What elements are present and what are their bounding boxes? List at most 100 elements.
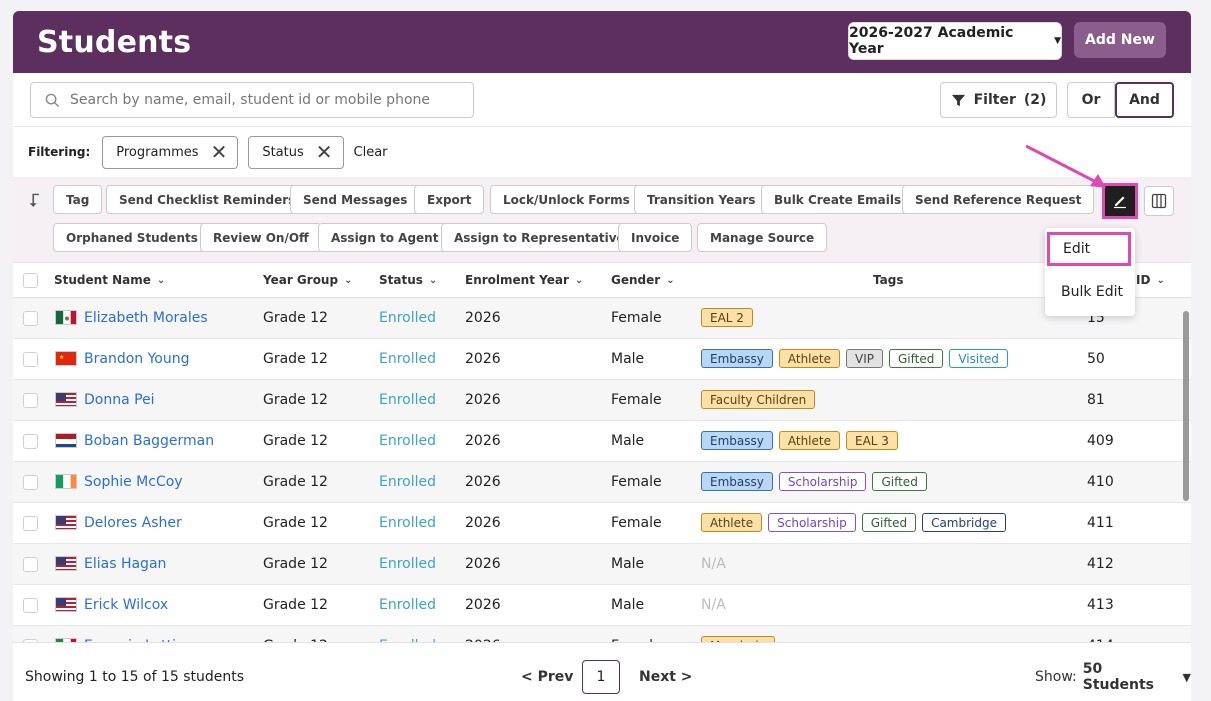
page-header: Students 2026-2027 Academic Year ▼ Add N… <box>13 11 1191 73</box>
page-size-select[interactable]: Show: 50 Students ▼ <box>1035 661 1191 693</box>
table-scrollbar[interactable] <box>1183 311 1189 501</box>
row-checkbox[interactable] <box>23 598 38 613</box>
prev-page-link[interactable]: < Prev <box>521 669 574 685</box>
row-checkbox[interactable] <box>23 311 38 326</box>
lock-unlock-forms-button[interactable]: Lock/Unlock Forms <box>490 185 643 214</box>
row-checkbox[interactable] <box>23 516 38 531</box>
close-icon[interactable]: ✕ <box>210 140 228 164</box>
student-id-cell: 50 <box>1087 351 1105 367</box>
column-status[interactable]: Status ⌄ <box>379 273 437 287</box>
filter-chip-status[interactable]: Status ✕ <box>248 135 344 169</box>
menu-item-bulk-edit[interactable]: Bulk Edit <box>1061 284 1124 300</box>
assign-to-agent-button[interactable]: Assign to Agent <box>318 223 452 252</box>
add-new-button[interactable]: Add New <box>1074 22 1166 58</box>
review-on-off-button[interactable]: Review On/Off <box>200 223 322 252</box>
student-name-link[interactable]: Sophie McCoy <box>84 474 183 490</box>
clear-filters-link[interactable]: Clear <box>353 144 388 160</box>
row-checkbox[interactable] <box>23 393 38 408</box>
send-messages-button[interactable]: Send Messages <box>290 185 421 214</box>
tag-button[interactable]: Tag <box>53 185 103 214</box>
pagination-footer: Showing 1 to 15 of 15 students < Prev 1 … <box>13 642 1191 701</box>
table-row[interactable]: Boban Baggerman Grade 12 Enrolled 2026 Male E… <box>13 421 1191 462</box>
table-row[interactable]: Elizabeth Morales Grade 12 Enrolled 2026 Fem… <box>13 298 1191 339</box>
filter-chip-programmes[interactable]: Programmes ✕ <box>102 135 239 169</box>
column-student-name[interactable]: Student Name ⌄ <box>54 273 165 287</box>
or-button[interactable]: Or <box>1067 82 1115 118</box>
year-group-cell: Grade 12 <box>263 392 328 408</box>
student-id-cell: 414 <box>1087 638 1114 642</box>
bulk-create-emails-button[interactable]: Bulk Create Emails <box>761 185 915 214</box>
table-row[interactable]: Erick Wilcox Grade 12 Enrolled 2026 Male N/A 4… <box>13 585 1191 626</box>
menu-item-edit[interactable]: Edit <box>1047 232 1131 266</box>
tag-badge: Athlete <box>778 431 840 450</box>
next-page-link[interactable]: Next > <box>639 669 693 685</box>
and-button[interactable]: And <box>1115 82 1174 118</box>
sort-arrow-icon[interactable]: ⮦ <box>29 190 40 211</box>
column-tags: Tags <box>873 273 903 287</box>
table-row[interactable]: Delores Asher Grade 12 Enrolled 2026 Female A… <box>13 503 1191 544</box>
edit-dropdown-menu: Edit Bulk Edit <box>1045 228 1135 316</box>
row-checkbox[interactable] <box>23 475 38 490</box>
row-checkbox[interactable] <box>23 352 38 367</box>
columns-button[interactable] <box>1144 186 1174 216</box>
year-group-cell: Grade 12 <box>263 556 328 572</box>
students-app: Students 2026-2027 Academic Year ▼ Add N… <box>13 11 1191 701</box>
tags-cell: Mandarin <box>701 636 776 642</box>
academic-year-select[interactable]: 2026-2027 Academic Year ▼ <box>848 22 1062 60</box>
close-icon[interactable]: ✕ <box>315 140 333 164</box>
filter-button[interactable]: Filter (2) <box>940 82 1057 118</box>
select-all-checkbox[interactable] <box>23 273 38 288</box>
student-id-cell: 410 <box>1087 474 1114 490</box>
tags-cell: EAL 2 <box>701 308 753 327</box>
search-input[interactable]: Search by name, email, student id or mob… <box>30 82 474 118</box>
assign-to-representative-button[interactable]: Assign to Representative <box>441 223 638 252</box>
chip-label: Status <box>262 144 304 160</box>
student-name-link[interactable]: Erick Wilcox <box>84 597 169 613</box>
manage-source-button[interactable]: Manage Source <box>697 223 828 252</box>
gender-cell: Female <box>611 638 662 642</box>
column-enrolment-year[interactable]: Enrolment Year ⌄ <box>465 273 583 287</box>
student-name-link[interactable]: Brandon Young <box>84 351 190 367</box>
tag-badge: Embassy <box>701 431 773 450</box>
year-group-cell: Grade 12 <box>263 597 328 613</box>
student-name-link[interactable]: Boban Baggerman <box>84 433 215 449</box>
column-gender[interactable]: Gender ⌄ <box>611 273 675 287</box>
student-rows: Elizabeth Morales Grade 12 Enrolled 2026 Fem… <box>13 298 1191 642</box>
student-name-link[interactable]: Eugenia Lettiere <box>84 638 199 642</box>
chip-label: Programmes <box>116 144 199 160</box>
table-row[interactable]: Elias Hagan Grade 12 Enrolled 2026 Male N/A 41… <box>13 544 1191 585</box>
invoice-button[interactable]: Invoice <box>618 223 693 252</box>
table-row[interactable]: Donna Pei Grade 12 Enrolled 2026 Female Facul… <box>13 380 1191 421</box>
student-name-link[interactable]: Donna Pei <box>84 392 155 408</box>
page-size-label: Show: <box>1035 669 1077 685</box>
row-checkbox[interactable] <box>23 434 38 449</box>
transition-years-button[interactable]: Transition Years <box>634 185 769 214</box>
table-row[interactable]: ★ Brandon Young Grade 12 Enrolled 2026 Male Em… <box>13 339 1191 380</box>
row-checkbox[interactable] <box>23 557 38 572</box>
student-name-link[interactable]: Elias Hagan <box>84 556 167 572</box>
orphaned-students-button[interactable]: Orphaned Students <box>53 223 211 252</box>
send-checklist-reminders-button[interactable]: Send Checklist Reminders <box>106 185 309 214</box>
caret-down-icon: ▼ <box>1182 670 1191 684</box>
column-year-group[interactable]: Year Group ⌄ <box>263 273 352 287</box>
student-id-cell: 413 <box>1087 597 1114 613</box>
table-row[interactable]: Eugenia Lettiere Grade 12 Enrolled 2026 Fema… <box>13 626 1191 642</box>
row-checkbox[interactable] <box>23 639 38 642</box>
column-id[interactable]: ID ⌄ <box>1136 273 1165 287</box>
flag-usa-icon <box>55 392 77 407</box>
student-name-link[interactable]: Delores Asher <box>84 515 182 531</box>
send-reference-request-button[interactable]: Send Reference Request <box>902 185 1095 214</box>
column-label: Tags <box>873 273 904 287</box>
student-name-link[interactable]: Elizabeth Morales <box>84 310 208 326</box>
current-page[interactable]: 1 <box>582 660 620 694</box>
chevron-down-icon: ⌄ <box>428 274 438 286</box>
chevron-down-icon: ⌄ <box>344 274 353 286</box>
enrolment-year-cell: 2026 <box>465 392 501 408</box>
export-button[interactable]: Export <box>414 185 485 214</box>
status-cell: Enrolled <box>379 597 437 613</box>
table-row[interactable]: Sophie McCoy Grade 12 Enrolled 2026 Female Em… <box>13 462 1191 503</box>
edit-pencil-button[interactable] <box>1102 183 1138 219</box>
svg-text:★: ★ <box>59 354 64 361</box>
page-size-value: 50 Students <box>1082 661 1154 693</box>
tag-badge: Scholarship <box>778 472 867 491</box>
